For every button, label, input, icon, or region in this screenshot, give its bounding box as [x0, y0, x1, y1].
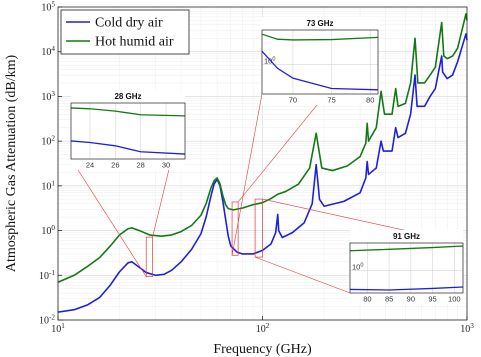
- y-tick-label-base: 10: [39, 271, 49, 282]
- y-tick-label: 101: [41, 179, 55, 192]
- x-tick-label-exponent: 3: [470, 322, 474, 330]
- x-tick-label-exponent: 1: [61, 322, 65, 330]
- y-tick-label-base: 10: [41, 92, 51, 103]
- inset-x-tick-label: 100: [448, 295, 461, 304]
- y-tick-label: 10-2: [39, 314, 55, 327]
- inset-x-tick-label: 80: [363, 295, 371, 304]
- x-tick-label-base: 10: [51, 324, 61, 335]
- inset-frame: [261, 29, 379, 95]
- inset-x-tick-label: 85: [385, 295, 393, 304]
- y-tick-label-exponent: 5: [51, 1, 55, 9]
- x-tick-label: 101: [51, 322, 65, 335]
- y-tick-label-base: 10: [41, 181, 51, 192]
- y-axis-label: Atmospheric Gas Attenuation (dB/km): [4, 54, 19, 272]
- inset-x-tick-label: 70: [289, 96, 297, 105]
- y-tick-label: 105: [41, 1, 55, 14]
- inset-green-line: [70, 107, 186, 117]
- inset-green-line: [349, 245, 464, 252]
- series-line-1: [57, 33, 468, 313]
- inset-x-tick-label: 80: [366, 96, 374, 105]
- y-tick-label-base: 10: [41, 226, 51, 237]
- zoom-region-3: [254, 198, 263, 258]
- inset-y-tick-exponent: 0: [360, 262, 363, 268]
- inset-2: 73 GHz 70 75 80 100: [261, 17, 379, 105]
- inset-title: 28 GHz: [114, 92, 141, 101]
- y-tick-label-base: 10: [39, 316, 49, 327]
- zoom-region-1: [145, 236, 153, 277]
- y-tick-label: 104: [41, 45, 55, 58]
- y-tick-label-exponent: 0: [51, 224, 55, 232]
- inset-blue-line: [261, 50, 379, 91]
- x-tick-label-base: 10: [256, 324, 266, 335]
- zoom-connector: [70, 158, 147, 277]
- main-series: [57, 13, 468, 313]
- zoom-connector: [254, 256, 351, 294]
- y-tick-label-exponent: 3: [51, 90, 55, 98]
- inset-y-tick-label: 100: [264, 57, 275, 66]
- y-tick-label-base: 10: [41, 3, 51, 14]
- zoom-region-2: [231, 201, 239, 256]
- legend: Cold dry air Hot humid air: [60, 9, 190, 55]
- x-tick-label-exponent: 2: [266, 322, 270, 330]
- y-tick-label: 102: [41, 135, 55, 148]
- inset-frame: [349, 242, 464, 294]
- x-tick-label: 103: [460, 322, 474, 335]
- y-tick-label-exponent: 1: [51, 179, 55, 187]
- y-tick-label: 100: [41, 224, 55, 237]
- inset-1: 28 GHz 24 26 28 30: [70, 90, 186, 170]
- x-tick-label: 102: [256, 322, 270, 335]
- inset-blue-line: [349, 286, 464, 291]
- inset-title: 73 GHz: [306, 19, 333, 28]
- inset-x-tick-label: 75: [327, 96, 335, 105]
- legend-box: [60, 9, 190, 55]
- y-tick-label-exponent: -2: [49, 314, 55, 322]
- legend-label-1: Cold dry air: [95, 16, 163, 31]
- inset-background: [71, 90, 185, 170]
- inset-y-tick-base: 10: [264, 57, 272, 66]
- y-tick-label: 103: [41, 90, 55, 103]
- inset-background: [350, 230, 463, 304]
- y-tick-label-exponent: 4: [51, 45, 55, 53]
- inset-x-tick-label: 95: [428, 295, 436, 304]
- inset-x-tick-label: 90: [407, 295, 415, 304]
- zoom-connector: [231, 93, 263, 256]
- inset-x-tick-label: 30: [162, 161, 170, 170]
- inset-blue-line: [70, 140, 186, 155]
- legend-label-2: Hot humid air: [95, 35, 174, 50]
- series-line-2: [57, 13, 468, 283]
- inset-x-tick-label: 26: [111, 161, 119, 170]
- y-tick-label: 10-1: [39, 269, 55, 282]
- x-axis-label: Frequency (GHz): [213, 342, 312, 357]
- inset-x-tick-label: 28: [136, 161, 144, 170]
- inset-title: 91 GHz: [393, 232, 420, 241]
- y-tick-label-exponent: 2: [51, 135, 55, 143]
- y-tick-label-base: 10: [41, 137, 51, 148]
- inset-green-line: [261, 33, 379, 41]
- inset-y-tick-exponent: 0: [272, 57, 275, 63]
- y-tick-label-exponent: -1: [49, 269, 55, 277]
- inset-frame: [70, 102, 186, 160]
- x-tick-label-base: 10: [460, 324, 470, 335]
- inset-y-tick-base: 10: [352, 262, 360, 271]
- inset-y-tick-label: 100: [352, 262, 363, 271]
- y-tick-label-base: 10: [41, 47, 51, 58]
- inset-background: [262, 17, 378, 105]
- inset-x-tick-label: 24: [86, 161, 94, 170]
